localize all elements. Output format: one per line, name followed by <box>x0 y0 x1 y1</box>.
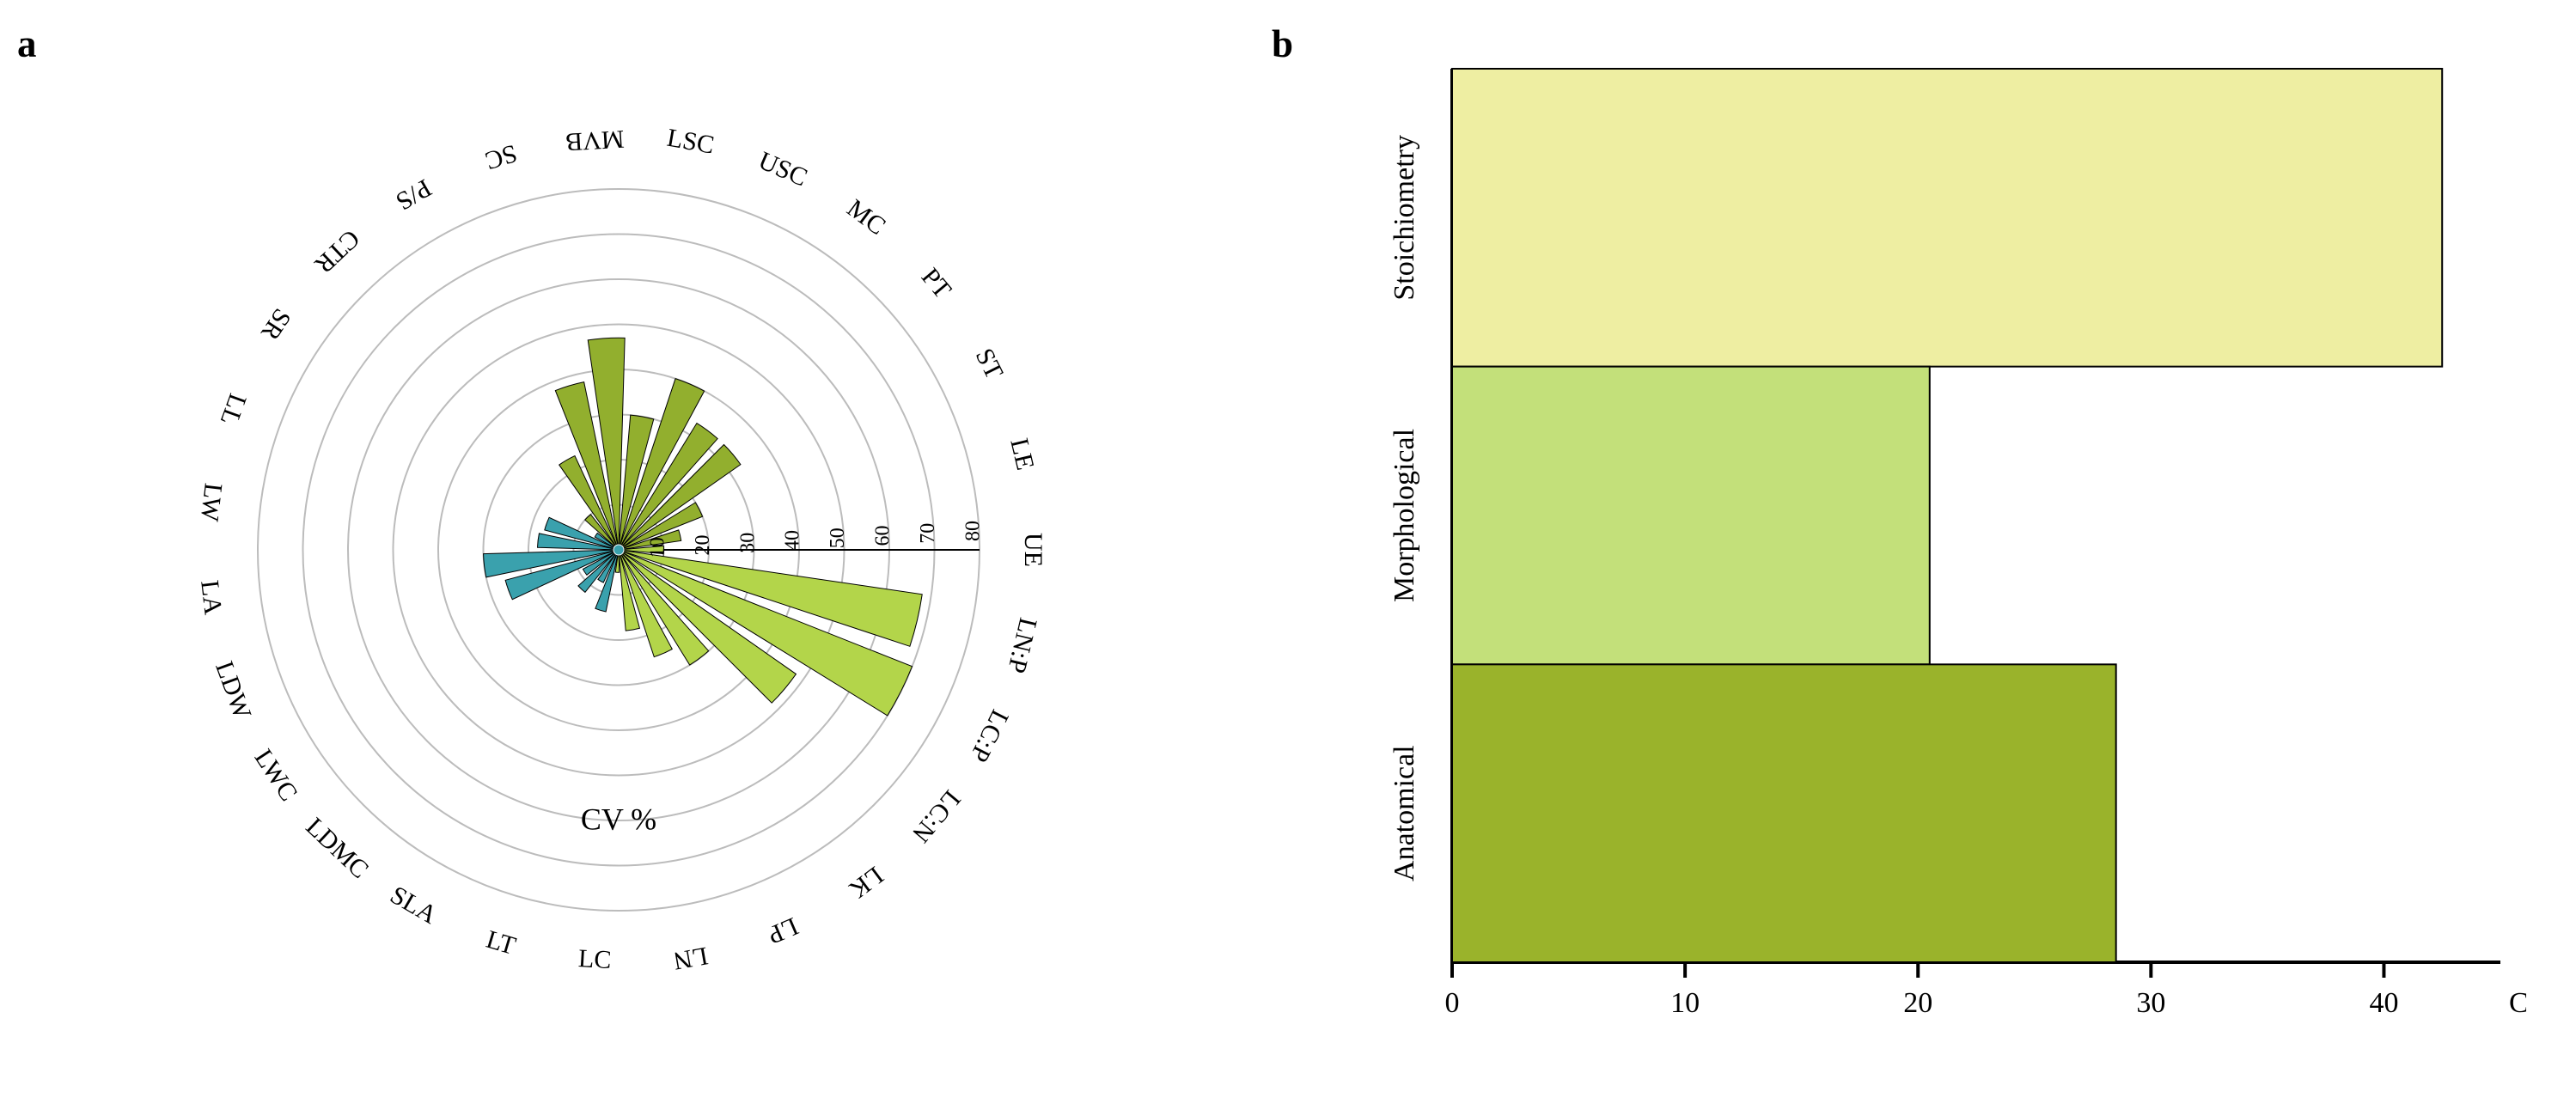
rose-category-label: MVB <box>565 125 625 156</box>
rose-center-label: CV % <box>581 802 656 837</box>
rose-category-label: ST <box>970 344 1009 383</box>
rose-category-label: LE <box>1004 436 1040 473</box>
figure: a b 10 20 30 40 50 60 70 80 UE LN:P LC:P LC:N LK LP LN… <box>0 0 2576 1110</box>
rose-radial-tick: 70 <box>917 523 939 544</box>
bar-chart-panel: Stoichiometry Morphological Anatomical 0 10 2… <box>1340 52 2526 1048</box>
rose-category-label: SLA <box>386 881 443 930</box>
rose-category-label: LSC <box>665 124 717 160</box>
panel-b-label: b <box>1272 21 1293 66</box>
rose-radial-tick: 80 <box>961 521 984 541</box>
rose-category-label: LL <box>215 390 253 430</box>
x-tick-label: 40 <box>2369 987 2398 1019</box>
rose-radial-tick: 60 <box>872 526 894 546</box>
rose-category-label: LK <box>844 861 888 905</box>
rose-category-label: LN:P <box>1002 615 1042 676</box>
rose-radial-tick: 20 <box>692 535 714 556</box>
rose-category-label: LA <box>195 579 227 617</box>
rose-category-label: LWC <box>249 744 303 806</box>
x-tick-label: 0 <box>1445 987 1460 1019</box>
rose-category-label: MC <box>842 194 891 241</box>
rose-radial-tick: 40 <box>782 530 804 551</box>
rose-radial-tick: 30 <box>736 533 759 553</box>
rose-chart: 10 20 30 40 50 60 70 80 UE LN:P LC:P LC:N LK LP LN LC LT… <box>60 17 1177 1100</box>
rose-category-label: SR <box>255 303 296 345</box>
rose-category-label: LN <box>671 942 710 975</box>
x-tick-label: 20 <box>1903 987 1932 1019</box>
rose-category-label: SC <box>482 139 521 175</box>
rose-category-label: LC:P <box>964 705 1014 766</box>
bar-chart: Stoichiometry Morphological Anatomical 0 10 2… <box>1340 52 2526 1048</box>
rose-category-label: LC <box>577 944 612 974</box>
rose-category-label: LP <box>764 912 803 949</box>
rose-category-label: LDMC <box>301 812 375 883</box>
rose-category-label: LC:N <box>906 784 966 848</box>
panel-a-label: a <box>17 21 37 66</box>
bar-category-label: Stoichiometry <box>1389 135 1420 301</box>
bar-category-label: Anatomical <box>1389 745 1420 881</box>
rose-radial-tick: 50 <box>827 528 849 548</box>
rose-radial-tick: 10 <box>646 537 668 558</box>
rose-category-label: CTR <box>309 224 365 279</box>
bar-category-label: Morphological <box>1389 429 1420 602</box>
x-tick-label: 10 <box>1670 987 1700 1019</box>
bar <box>1452 69 2442 367</box>
rose-category-label: LDW <box>210 658 257 723</box>
rose-category-label: PT <box>916 263 957 304</box>
x-axis-label: CV% <box>2509 987 2526 1019</box>
rose-category-label: LT <box>483 925 519 961</box>
bar <box>1452 664 2116 962</box>
x-tick-label: 30 <box>2136 987 2165 1019</box>
rose-category-label: USC <box>754 146 812 192</box>
bar <box>1452 367 1930 665</box>
rose-category-label: LW <box>195 482 228 524</box>
rose-category-label: P/S <box>391 174 436 216</box>
rose-chart-panel: 10 20 30 40 50 60 70 80 UE LN:P LC:P LC:N LK LP LN LC LT… <box>60 17 1177 1100</box>
rose-category-label: UE <box>1019 533 1047 567</box>
